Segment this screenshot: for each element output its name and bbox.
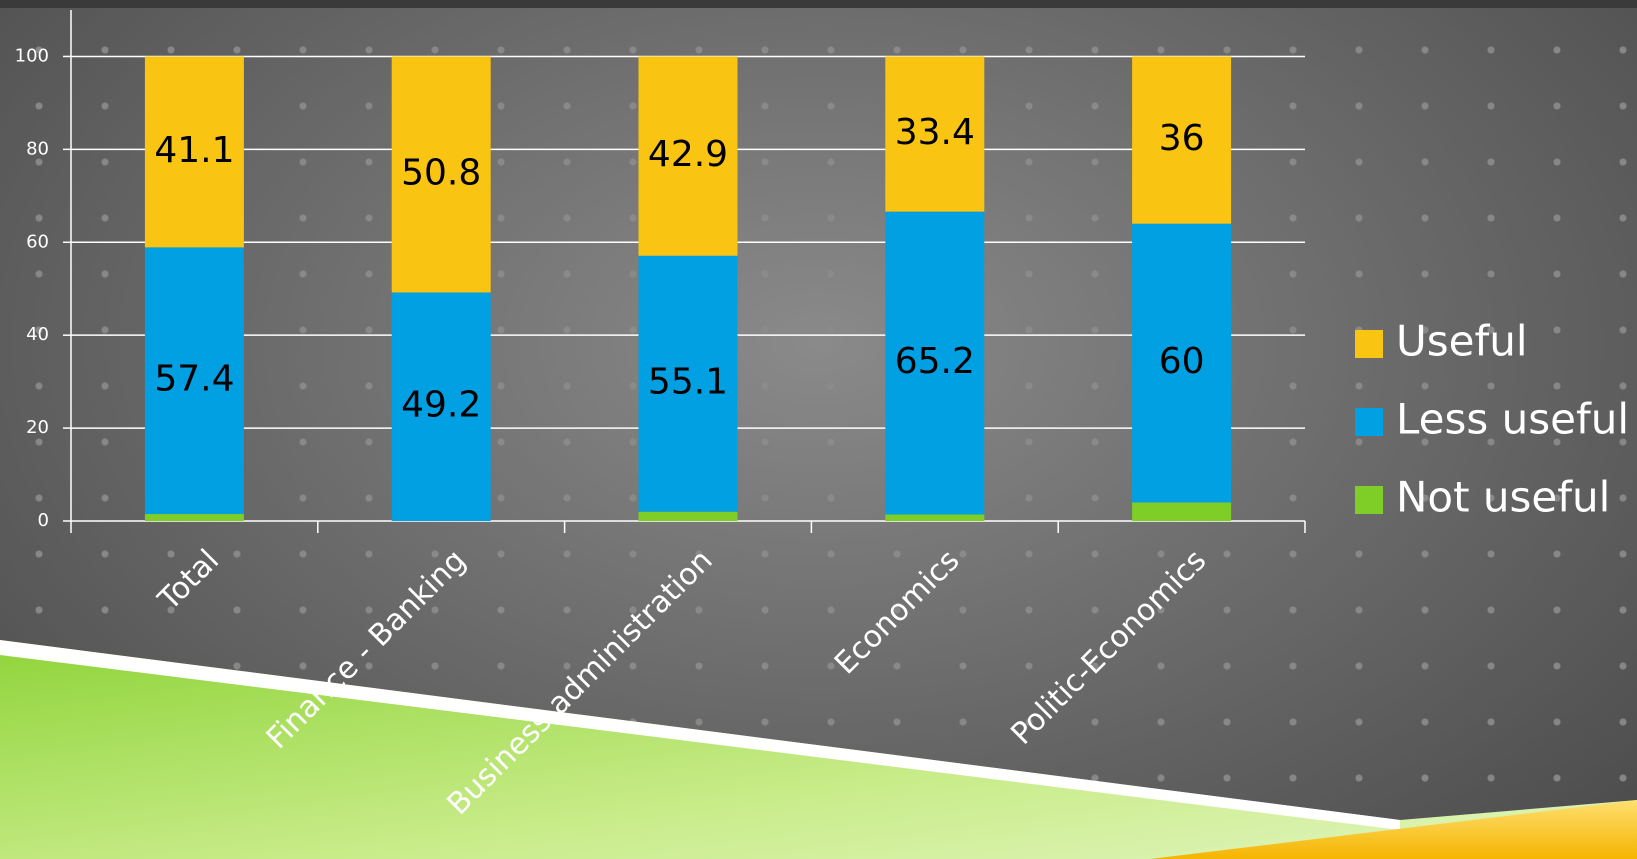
bar-segment — [391, 292, 491, 521]
yellow-band — [1150, 800, 1637, 859]
legend-label: Not useful — [1396, 473, 1610, 522]
x-tick-label: Economics — [828, 543, 966, 681]
y-tick-label: 0 — [38, 510, 49, 531]
bar-segment — [144, 514, 244, 521]
top-band — [0, 0, 1637, 8]
white-stripe — [0, 640, 1400, 830]
y-tick-label: 80 — [26, 138, 49, 159]
legend-swatch — [1355, 330, 1383, 358]
bar-segment — [638, 255, 738, 512]
bar-segment — [885, 514, 985, 521]
bar-segment — [638, 511, 738, 521]
data-label: 65.2 — [895, 341, 975, 382]
data-label: 49.2 — [401, 385, 481, 426]
bar-segment — [638, 56, 738, 256]
x-tick-label: Politic-Economics — [1004, 543, 1213, 752]
data-label: 50.8 — [401, 152, 481, 193]
bar-segment — [144, 56, 244, 248]
y-tick-label: 40 — [26, 324, 49, 345]
legend-label: Less useful — [1396, 395, 1629, 444]
bar-segment — [1132, 502, 1232, 521]
bar-segment — [144, 247, 244, 515]
bar-segment — [885, 56, 985, 212]
data-label: 42.9 — [648, 134, 728, 175]
data-label: 55.1 — [648, 362, 728, 403]
x-tick-label: Total — [151, 543, 226, 618]
bar-segment — [1132, 223, 1232, 503]
legend-swatch — [1355, 486, 1383, 514]
bar-segment — [391, 56, 491, 293]
data-label: 57.4 — [154, 359, 234, 400]
data-label: 33.4 — [895, 112, 975, 153]
legend-swatch — [1355, 408, 1383, 436]
data-label: 36 — [1159, 118, 1205, 159]
bar-segment — [885, 211, 985, 515]
y-tick-label: 20 — [26, 417, 49, 438]
y-tick-label: 100 — [15, 45, 49, 66]
legend-label: Useful — [1396, 317, 1528, 366]
y-tick-label: 60 — [26, 231, 49, 252]
bar-segment — [1132, 56, 1232, 224]
data-label: 60 — [1159, 341, 1205, 382]
data-label: 41.1 — [154, 130, 234, 171]
